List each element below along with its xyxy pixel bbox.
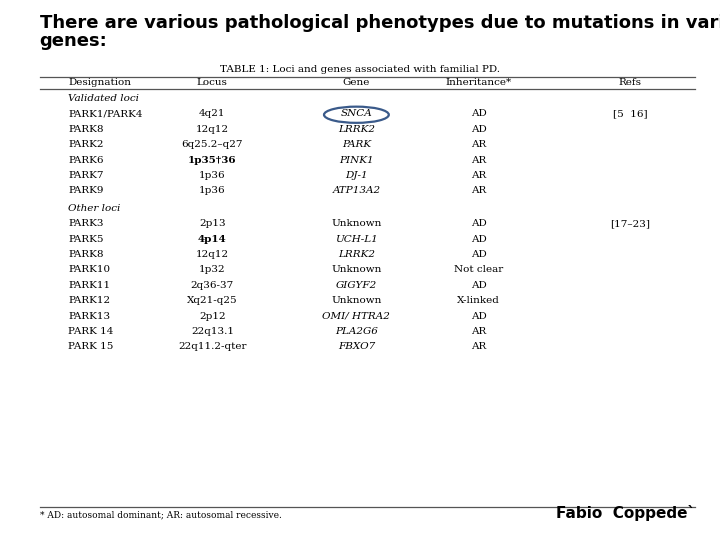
Text: Unknown: Unknown	[331, 296, 382, 305]
Text: PARK 15: PARK 15	[68, 342, 114, 352]
Text: 4q21: 4q21	[199, 109, 225, 118]
Text: PARK7: PARK7	[68, 171, 104, 180]
Text: LRRK2: LRRK2	[338, 250, 375, 259]
Text: 1p36: 1p36	[199, 186, 225, 195]
Text: PARK1/PARK4: PARK1/PARK4	[68, 109, 143, 118]
Text: FBXO7: FBXO7	[338, 342, 375, 352]
Text: Refs: Refs	[618, 78, 642, 86]
Text: AD: AD	[471, 125, 487, 134]
Text: AD: AD	[471, 312, 487, 321]
Text: LRRK2: LRRK2	[338, 125, 375, 134]
Text: 2p13: 2p13	[199, 219, 225, 228]
Text: Unknown: Unknown	[331, 266, 382, 274]
Text: AR: AR	[471, 327, 487, 336]
Text: genes:: genes:	[40, 32, 107, 50]
Text: PINK1: PINK1	[339, 156, 374, 165]
Text: 6q25.2–q27: 6q25.2–q27	[181, 140, 243, 149]
Text: 22q11.2-qter: 22q11.2-qter	[178, 342, 247, 352]
Text: Fabio  Coppede`: Fabio Coppede`	[556, 505, 695, 521]
Text: PARK8: PARK8	[68, 125, 104, 134]
Text: [5  16]: [5 16]	[613, 109, 647, 118]
Text: AD: AD	[471, 219, 487, 228]
Text: PARK6: PARK6	[68, 156, 104, 165]
Text: GIGYF2: GIGYF2	[336, 281, 377, 290]
Text: AR: AR	[471, 186, 487, 195]
Text: SNCA: SNCA	[341, 109, 372, 118]
Text: OMI/ HTRA2: OMI/ HTRA2	[323, 312, 390, 321]
Text: AD: AD	[471, 281, 487, 290]
Text: Unknown: Unknown	[331, 219, 382, 228]
Text: 2q36-37: 2q36-37	[191, 281, 234, 290]
Text: PARK3: PARK3	[68, 219, 104, 228]
Text: There are various pathological phenotypes due to mutations in various: There are various pathological phenotype…	[40, 14, 720, 31]
Text: AD: AD	[471, 109, 487, 118]
Text: DJ-1: DJ-1	[345, 171, 368, 180]
Text: Xq21-q25: Xq21-q25	[187, 296, 238, 305]
Text: PARK11: PARK11	[68, 281, 111, 290]
Text: AD: AD	[471, 234, 487, 244]
Text: PARK9: PARK9	[68, 186, 104, 195]
Text: 1p32: 1p32	[199, 266, 225, 274]
Text: 2p12: 2p12	[199, 312, 225, 321]
Text: Not clear: Not clear	[454, 266, 503, 274]
Text: Designation: Designation	[68, 78, 132, 86]
Text: UCH-L1: UCH-L1	[335, 234, 378, 244]
Text: AR: AR	[471, 171, 487, 180]
Text: PARK5: PARK5	[68, 234, 104, 244]
Text: AR: AR	[471, 140, 487, 149]
Text: TABLE 1: Loci and genes associated with familial PD.: TABLE 1: Loci and genes associated with …	[220, 65, 500, 74]
Text: [17–23]: [17–23]	[610, 219, 650, 228]
Text: PARK10: PARK10	[68, 266, 111, 274]
Text: Inheritance*: Inheritance*	[446, 78, 512, 86]
Text: AR: AR	[471, 342, 487, 352]
Text: 1p35†36: 1p35†36	[188, 156, 237, 165]
Text: ATP13A2: ATP13A2	[333, 186, 380, 195]
Text: 12q12: 12q12	[196, 125, 229, 134]
Text: Gene: Gene	[343, 78, 370, 86]
Text: 1p36: 1p36	[199, 171, 225, 180]
Text: 22q13.1: 22q13.1	[191, 327, 234, 336]
Text: Validated loci: Validated loci	[68, 94, 140, 103]
Text: 4p14: 4p14	[198, 234, 227, 244]
Text: PLA2G6: PLA2G6	[335, 327, 378, 336]
Text: Locus: Locus	[197, 78, 228, 86]
Text: X-linked: X-linked	[457, 296, 500, 305]
Text: * AD: autosomal dominant; AR: autosomal recessive.: * AD: autosomal dominant; AR: autosomal …	[40, 510, 282, 519]
Text: PARK2: PARK2	[68, 140, 104, 149]
Text: AD: AD	[471, 250, 487, 259]
Text: AR: AR	[471, 156, 487, 165]
Text: Other loci: Other loci	[68, 204, 121, 213]
Text: PARK: PARK	[342, 140, 371, 149]
Text: PARK13: PARK13	[68, 312, 111, 321]
Text: PARK 14: PARK 14	[68, 327, 114, 336]
Text: PARK8: PARK8	[68, 250, 104, 259]
Text: 12q12: 12q12	[196, 250, 229, 259]
Text: PARK12: PARK12	[68, 296, 111, 305]
